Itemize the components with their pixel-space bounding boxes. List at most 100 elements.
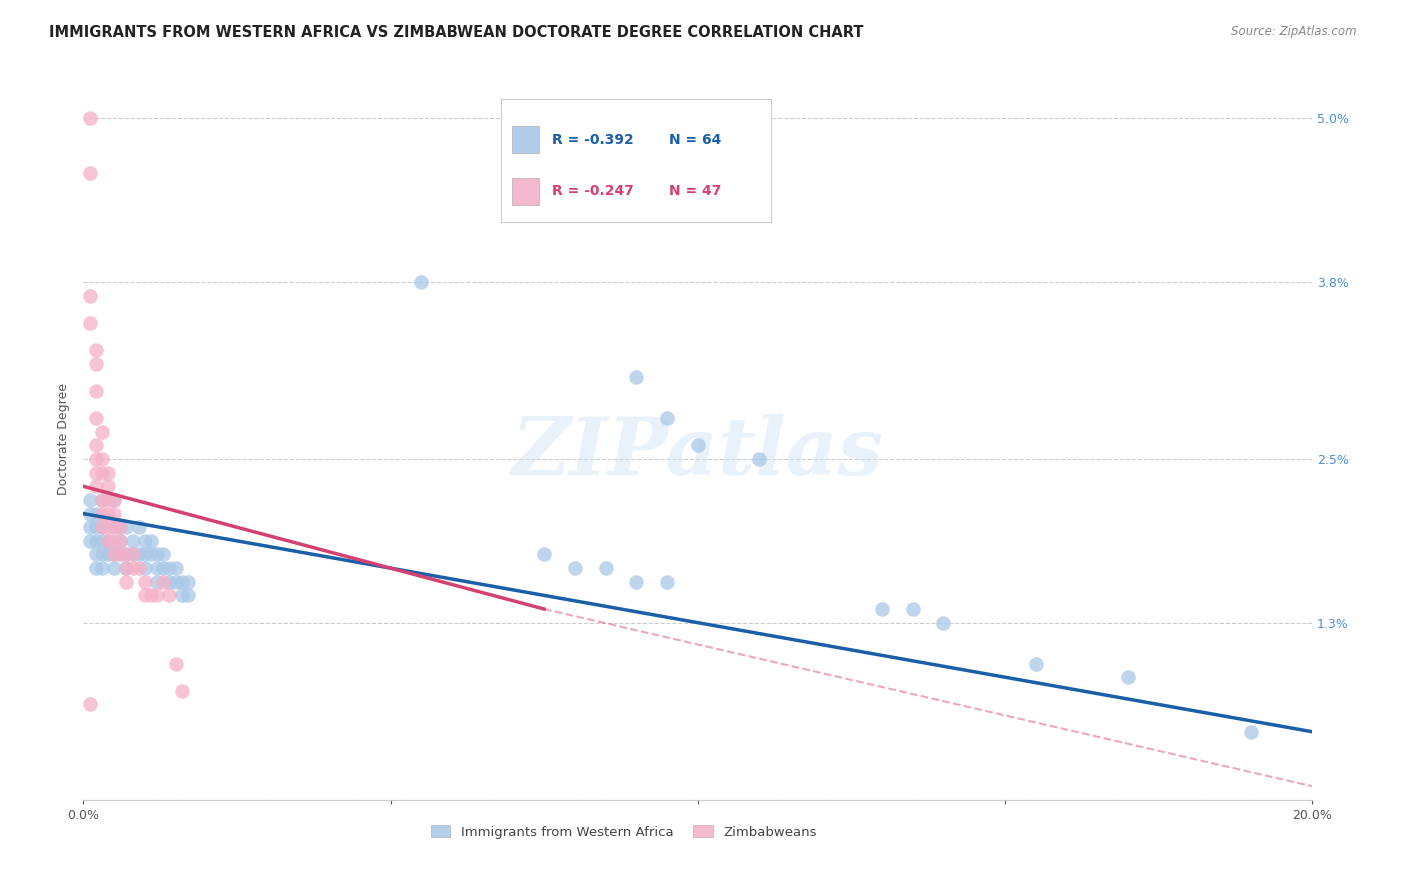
Point (115, 561, 138, 575)
Point (97, 533, 120, 548)
Point (115, 548, 138, 562)
Point (165, 574, 187, 589)
Point (84, 533, 107, 548)
Point (1239, 724, 1261, 739)
Point (165, 561, 187, 575)
Point (157, 574, 180, 589)
Point (128, 548, 150, 562)
Point (170, 683, 193, 698)
Point (84, 357, 107, 371)
Point (97, 533, 120, 548)
Point (97, 520, 120, 534)
Point (655, 411, 678, 425)
Point (90, 548, 112, 562)
Point (134, 533, 156, 548)
Point (90, 520, 112, 534)
Point (121, 548, 143, 562)
Point (84, 438, 107, 452)
Point (152, 548, 174, 562)
Point (115, 574, 138, 589)
Point (128, 561, 150, 575)
Point (103, 493, 125, 508)
Point (103, 548, 125, 562)
Point (170, 588, 193, 602)
Point (110, 520, 132, 534)
Point (901, 602, 924, 616)
Point (103, 507, 125, 521)
Point (84, 452, 107, 467)
Point (103, 493, 125, 508)
Point (90, 452, 112, 467)
Point (97, 479, 120, 493)
Point (152, 574, 174, 589)
Point (146, 548, 169, 562)
Point (84, 507, 107, 521)
Point (134, 561, 156, 575)
Point (79, 698, 101, 712)
Point (84, 384, 107, 398)
Point (146, 561, 169, 575)
Point (564, 561, 586, 575)
Point (103, 533, 125, 548)
Point (84, 561, 107, 575)
Point (870, 602, 893, 616)
Point (84, 343, 107, 357)
Point (103, 520, 125, 534)
Legend: Immigrants from Western Africa, Zimbabweans: Immigrants from Western Africa, Zimbabwe… (426, 820, 823, 844)
Point (97, 548, 120, 562)
Point (157, 561, 180, 575)
Point (170, 574, 193, 589)
Point (110, 520, 132, 534)
Point (84, 411, 107, 425)
Point (177, 588, 200, 602)
Point (90, 561, 112, 575)
Point (139, 588, 162, 602)
Y-axis label: Doctorate Degree: Doctorate Degree (58, 383, 70, 495)
Point (139, 548, 162, 562)
Point (1116, 670, 1139, 684)
Point (79, 166, 101, 180)
Point (165, 657, 187, 671)
Point (79, 316, 101, 330)
Point (90, 520, 112, 534)
Point (626, 574, 648, 589)
Point (110, 548, 132, 562)
Point (139, 533, 162, 548)
Point (115, 548, 138, 562)
Point (97, 493, 120, 508)
Point (595, 561, 617, 575)
Point (626, 370, 648, 384)
Point (84, 548, 107, 562)
Text: IMMIGRANTS FROM WESTERN AFRICA VS ZIMBABWEAN DOCTORATE DEGREE CORRELATION CHART: IMMIGRANTS FROM WESTERN AFRICA VS ZIMBAB… (49, 25, 863, 40)
Point (128, 520, 150, 534)
Point (655, 574, 678, 589)
Point (90, 493, 112, 508)
Point (79, 112, 101, 126)
Point (134, 588, 156, 602)
Point (103, 561, 125, 575)
Point (79, 507, 101, 521)
Point (152, 561, 174, 575)
Point (110, 548, 132, 562)
Point (79, 533, 101, 548)
Point (533, 548, 555, 562)
Point (932, 615, 955, 630)
Point (177, 574, 200, 589)
Point (1025, 657, 1047, 671)
Point (686, 438, 709, 452)
Point (90, 466, 112, 480)
Point (84, 520, 107, 534)
Point (79, 493, 101, 508)
Point (90, 425, 112, 439)
Point (146, 574, 169, 589)
Text: ZIPatlas: ZIPatlas (512, 415, 884, 491)
Point (115, 520, 138, 534)
Point (121, 533, 143, 548)
Point (134, 574, 156, 589)
Point (90, 493, 112, 508)
Point (146, 588, 169, 602)
Point (110, 533, 132, 548)
Point (748, 452, 770, 467)
Point (103, 520, 125, 534)
Point (121, 561, 143, 575)
